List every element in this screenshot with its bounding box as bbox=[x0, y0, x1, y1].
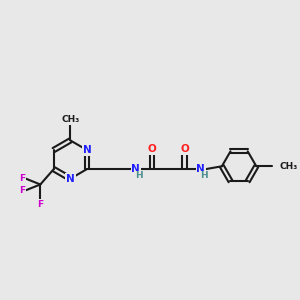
Text: F: F bbox=[19, 174, 25, 183]
Text: H: H bbox=[135, 171, 142, 180]
Text: CH₃: CH₃ bbox=[61, 115, 80, 124]
Text: F: F bbox=[19, 186, 25, 195]
Text: F: F bbox=[37, 200, 44, 209]
Text: H: H bbox=[200, 171, 208, 180]
Text: N: N bbox=[196, 164, 205, 174]
Text: N: N bbox=[66, 174, 75, 184]
Text: O: O bbox=[148, 144, 156, 154]
Text: O: O bbox=[180, 144, 189, 154]
Text: N: N bbox=[82, 145, 91, 155]
Text: N: N bbox=[131, 164, 140, 174]
Text: CH₃: CH₃ bbox=[279, 162, 298, 171]
